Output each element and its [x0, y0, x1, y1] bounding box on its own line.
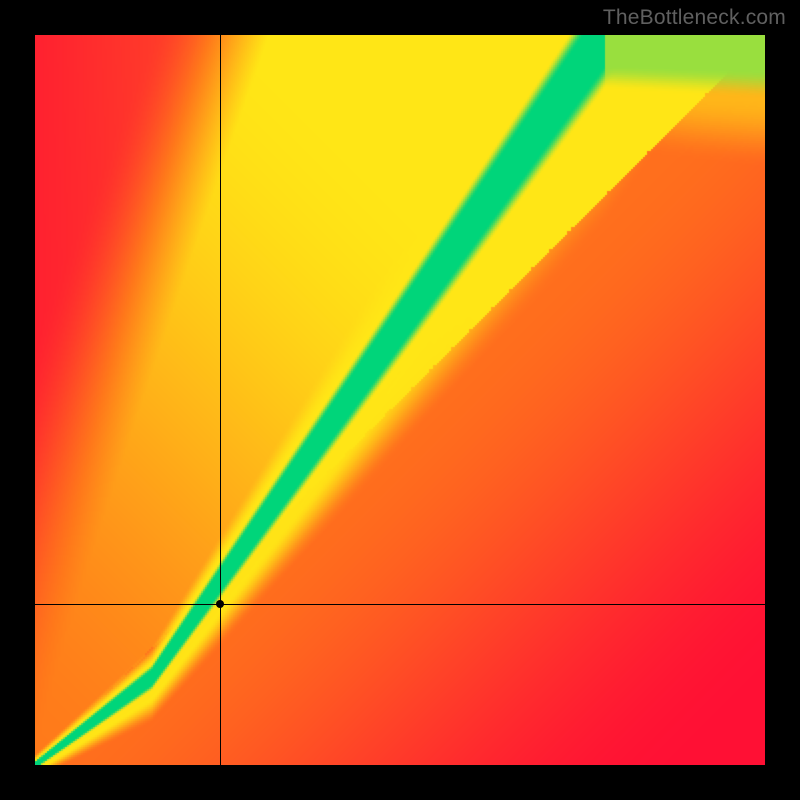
heatmap-canvas: [35, 35, 765, 765]
crosshair-marker-dot: [216, 600, 224, 608]
bottleneck-heatmap: [35, 35, 765, 765]
crosshair-horizontal: [35, 604, 765, 605]
crosshair-vertical: [220, 35, 221, 765]
watermark-text: TheBottleneck.com: [603, 6, 786, 30]
